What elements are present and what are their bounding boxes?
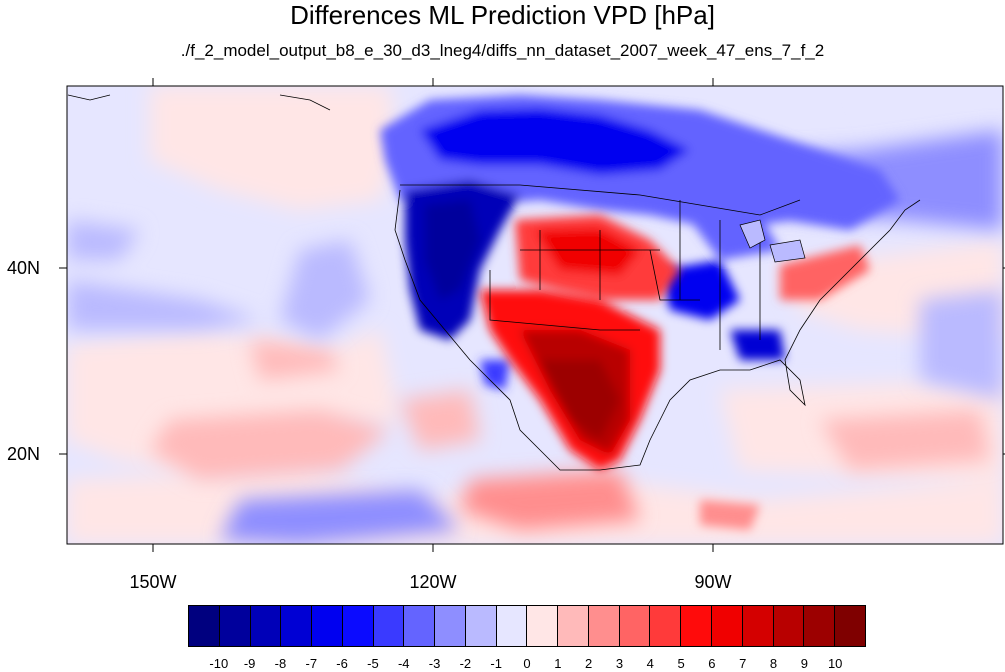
vpd-field <box>67 86 1003 544</box>
colorbar-tick-label: -2 <box>459 656 472 671</box>
colorbar-tick-label: -1 <box>490 656 502 671</box>
lon-label-90w: 90W <box>694 572 732 592</box>
colorbar-tick-label: -3 <box>428 656 441 671</box>
colorbar-swatch <box>219 606 251 646</box>
colorbar-tick-label: 9 <box>800 656 808 671</box>
colorbar-swatch <box>742 606 774 646</box>
map-subtitle: ./f_2_model_output_b8_e_30_d3_lneg4/diff… <box>180 41 825 60</box>
colorbar-tick-label: 6 <box>708 656 716 671</box>
lon-label-120w: 120W <box>409 572 457 592</box>
lat-label-20n: 20N <box>6 444 40 464</box>
colorbar-tick-label: -7 <box>305 656 318 671</box>
colorbar-tick-label: -9 <box>243 656 256 671</box>
colorbar-tick-label: -6 <box>336 656 348 671</box>
colorbar-swatch <box>558 606 589 646</box>
colorbar-swatch <box>650 606 682 646</box>
lat-label-40n: 40N <box>6 258 40 278</box>
colorbar-swatch <box>373 606 405 646</box>
colorbar-swatch <box>588 606 620 646</box>
colorbar-swatch <box>681 606 713 646</box>
map-ticks <box>59 78 1005 552</box>
colorbar-tick-label: -4 <box>397 656 410 671</box>
colorbar-swatch <box>189 606 220 646</box>
great-lakes <box>739 219 806 263</box>
colorbar-tick-label: 2 <box>585 656 593 671</box>
colorbar-tick-label: -5 <box>367 656 379 671</box>
colorbar-tick-label: 0 <box>523 656 531 671</box>
colorbar-tick-label: 5 <box>677 656 685 671</box>
colorbar-tick-label: 7 <box>739 656 747 671</box>
colorbar-swatch <box>435 606 466 646</box>
colorbar <box>188 605 866 647</box>
coastlines <box>67 94 921 471</box>
colorbar-swatch <box>712 606 743 646</box>
colorbar-swatch <box>404 606 436 646</box>
colorbar-tick-label: 3 <box>615 656 624 671</box>
lon-label-150w: 150W <box>129 572 177 592</box>
colorbar-tick-label: -10 <box>209 656 229 671</box>
colorbar-tick-label: 8 <box>769 656 778 671</box>
colorbar-swatch <box>312 606 343 646</box>
colorbar-swatch <box>773 606 805 646</box>
colorbar-swatch <box>465 606 497 646</box>
colorbar-tick-label: 1 <box>554 656 562 671</box>
colorbar-tick-label: 4 <box>646 656 654 671</box>
map-title: Differences ML Prediction VPD [hPa] <box>290 0 715 30</box>
colorbar-swatch <box>804 606 836 646</box>
colorbar-swatch <box>835 606 865 646</box>
colorbar-tick-label: -8 <box>274 656 287 671</box>
colorbar-swatch <box>527 606 559 646</box>
colorbar-tick-label: 10 <box>827 656 843 671</box>
colorbar-swatch <box>496 606 528 646</box>
colorbar-swatch <box>250 606 282 646</box>
colorbar-swatch <box>342 606 374 646</box>
colorbar-swatch <box>281 606 313 646</box>
colorbar-swatch <box>619 606 651 646</box>
